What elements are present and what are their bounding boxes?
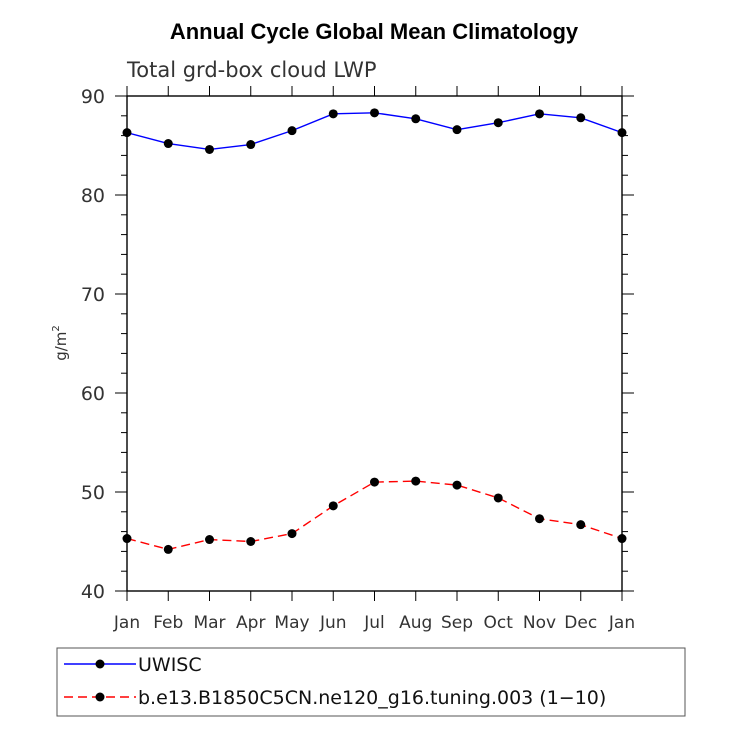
x-tick-label: Jan bbox=[113, 613, 140, 633]
legend-box bbox=[56, 647, 686, 717]
data-point bbox=[493, 493, 503, 503]
data-point bbox=[122, 128, 132, 138]
x-tick-label: Dec bbox=[564, 613, 597, 633]
y-tick-label: 90 bbox=[81, 86, 105, 108]
x-tick-label: May bbox=[274, 613, 309, 633]
legend-label: b.e13.B1850C5CN.ne120_g16.tuning.003 (1−… bbox=[138, 687, 606, 709]
x-tick-label: Nov bbox=[523, 613, 556, 633]
x-tick-label: Feb bbox=[153, 613, 183, 633]
x-tick-label: Jul bbox=[363, 613, 385, 633]
y-axis: 40 50 60 70 80 90 bbox=[81, 86, 634, 603]
data-point bbox=[411, 476, 421, 486]
x-tick-label: Apr bbox=[236, 613, 265, 633]
data-point bbox=[287, 126, 297, 136]
data-point bbox=[328, 501, 338, 511]
data-point bbox=[535, 109, 544, 119]
y-axis-label-exponent: 2 bbox=[51, 325, 62, 331]
x-tick-label: Jan bbox=[608, 613, 635, 633]
data-point bbox=[535, 514, 544, 524]
data-point bbox=[205, 535, 214, 545]
series-line bbox=[126, 112, 623, 151]
data-point bbox=[617, 128, 627, 138]
series-layer bbox=[122, 108, 627, 554]
data-point bbox=[617, 534, 627, 544]
data-point bbox=[205, 144, 214, 154]
x-tick-label: Mar bbox=[193, 613, 225, 633]
legend: UWISC b.e13.B1850C5CN.ne120_g16.tuning.00… bbox=[64, 654, 606, 709]
x-tick-label: Aug bbox=[399, 613, 432, 633]
data-point bbox=[452, 125, 462, 135]
legend-entry-2: b.e13.B1850C5CN.ne120_g16.tuning.003 (1−… bbox=[64, 687, 606, 709]
y-tick-label: 70 bbox=[81, 284, 105, 306]
x-tick-label: Sep bbox=[441, 613, 473, 633]
data-point bbox=[163, 544, 173, 554]
y-tick-label: 80 bbox=[81, 185, 105, 207]
data-point bbox=[576, 113, 586, 123]
data-point bbox=[328, 109, 338, 119]
plot-frame bbox=[126, 95, 623, 592]
chart-subtitle: Total grd-box cloud LWP bbox=[126, 58, 377, 82]
data-point bbox=[370, 477, 379, 487]
y-tick-label: 60 bbox=[81, 383, 105, 405]
x-tick-label: Oct bbox=[484, 613, 514, 633]
legend-entry-1: UWISC bbox=[64, 654, 202, 676]
x-tick-label: Jun bbox=[319, 613, 347, 633]
chart-title: Annual Cycle Global Mean Climatology bbox=[170, 19, 579, 44]
data-point bbox=[452, 480, 462, 490]
y-tick-label: 40 bbox=[81, 581, 105, 603]
data-point bbox=[163, 139, 173, 149]
data-point bbox=[493, 118, 503, 128]
y-axis-label-unit: g/m bbox=[52, 332, 70, 361]
data-point bbox=[411, 114, 421, 124]
series-line bbox=[126, 480, 623, 551]
legend-label: UWISC bbox=[138, 654, 202, 676]
data-point bbox=[246, 140, 256, 150]
legend-marker bbox=[95, 659, 105, 669]
data-point bbox=[370, 108, 379, 118]
legend-marker bbox=[95, 692, 105, 702]
series-1 bbox=[122, 108, 627, 154]
y-axis-label: g/m2 bbox=[51, 325, 70, 361]
y-tick-label: 50 bbox=[81, 482, 105, 504]
data-point bbox=[576, 520, 586, 530]
x-axis: Jan Feb Mar Apr May Jun Jul Aug Sep Oct Nov Dec Jan bbox=[113, 86, 635, 633]
data-point bbox=[122, 534, 132, 544]
data-point bbox=[246, 537, 256, 546]
data-point bbox=[287, 529, 297, 539]
series-2 bbox=[122, 476, 627, 554]
